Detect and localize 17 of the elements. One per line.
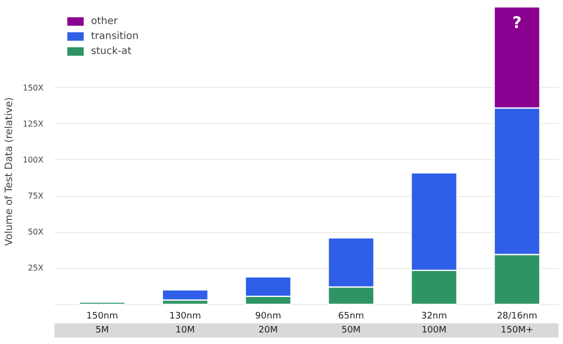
legend-label: transition bbox=[91, 30, 139, 42]
y-tick-label: 50X bbox=[28, 228, 44, 237]
category-label: 28/16nm 150M+ bbox=[496, 311, 538, 336]
legend-label: other bbox=[91, 16, 118, 26]
y-tick-label: 75X bbox=[28, 192, 44, 201]
y-tick-label: 25X bbox=[28, 264, 44, 273]
y-tick-label: 150X bbox=[22, 83, 44, 92]
category-label: 65nm 50M bbox=[338, 311, 364, 336]
legend-label: stuck-at bbox=[91, 46, 132, 56]
category-label: 32nm 100M bbox=[421, 311, 448, 336]
annotation: ? bbox=[512, 12, 522, 32]
y-axis-title: Volume of Test Data (relative) bbox=[4, 97, 15, 246]
category-label: 150nm 5M bbox=[86, 311, 118, 336]
y-tick-label: 125X bbox=[22, 119, 44, 128]
category-label: 130nm 10M bbox=[169, 311, 201, 336]
y-tick-label: 100X bbox=[22, 155, 44, 164]
category-label: 90nm 20M bbox=[255, 311, 282, 336]
